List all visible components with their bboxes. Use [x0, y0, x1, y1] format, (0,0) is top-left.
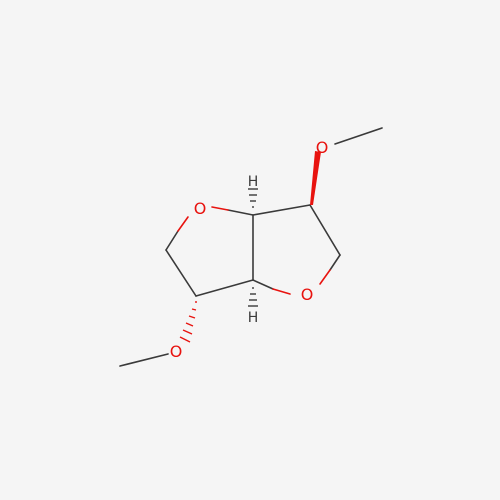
bond-c3a-o1-oxygen — [211, 206, 229, 211]
bond-c6-c5 — [165, 249, 197, 297]
atom-h-top: H — [248, 174, 259, 190]
hash-c6a-hbottom — [248, 287, 258, 307]
atom-h-bottom: H — [248, 310, 259, 326]
bond-c2-o4-carbon — [329, 254, 341, 271]
bond-c3a-c3 — [252, 204, 311, 216]
atom-o-ring-left: O — [194, 199, 207, 218]
bond-c2-o4-oxygen — [319, 269, 331, 285]
bond-c6a-c6 — [195, 279, 254, 297]
atom-o-methoxy-top: O — [316, 138, 329, 157]
hash-c6-obottom — [179, 301, 197, 343]
bond-c5-o1-carbon — [165, 230, 179, 251]
bond-c5-o1-oxygen — [177, 216, 189, 232]
bond-c6a-o4-oxygen — [272, 288, 291, 295]
atom-o-ring-right: O — [301, 285, 314, 304]
wedge-c3-otop — [310, 151, 321, 205]
hash-c3a-htop — [248, 188, 258, 208]
atom-o-methoxy-bottom: O — [170, 342, 183, 361]
bond-c6a-o4-carbon — [252, 279, 274, 290]
bond-c3-c2 — [309, 204, 341, 256]
bond-methyl-top — [334, 127, 383, 145]
bond-methyl-bottom — [119, 353, 169, 367]
bond-c3a-o1-carbon — [227, 209, 254, 216]
